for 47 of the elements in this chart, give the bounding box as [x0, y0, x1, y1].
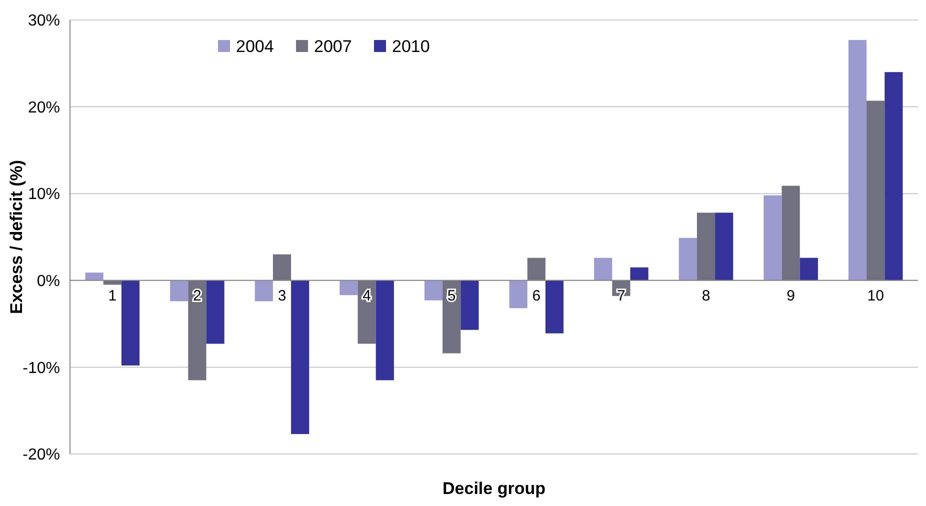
legend-label: 2004 — [236, 36, 274, 56]
x-tick-label: 4 — [362, 287, 371, 304]
y-tick-label: -20% — [22, 446, 60, 464]
bar — [254, 280, 273, 302]
x-tick-label: 3 — [278, 287, 286, 304]
x-tick-label: 6 — [532, 287, 541, 304]
x-tick-label: 1 — [108, 287, 117, 304]
bar — [545, 280, 564, 334]
y-tick-label: -10% — [22, 360, 60, 377]
bar — [340, 280, 358, 296]
x-tick-label: 8 — [702, 287, 710, 304]
x-tick-label: 2 — [193, 287, 202, 304]
bar — [594, 258, 612, 280]
bar — [170, 280, 188, 302]
bar — [188, 280, 206, 380]
bar — [866, 100, 885, 280]
x-axis-title: Decile group — [442, 479, 546, 498]
y-tick-label: 30% — [28, 12, 60, 30]
bar — [696, 212, 716, 280]
legend-label: 2007 — [314, 36, 352, 56]
bar — [764, 195, 782, 280]
y-tick-label: 20% — [28, 99, 60, 116]
x-tick-label: 9 — [786, 287, 795, 304]
bar — [376, 280, 394, 380]
x-tick-label: 7 — [617, 287, 626, 304]
bar — [121, 280, 140, 366]
bar — [527, 258, 546, 280]
x-tick-label: 10 — [867, 287, 884, 304]
x-tick-label: 5 — [447, 287, 456, 304]
bar — [272, 254, 292, 280]
bar — [206, 280, 224, 344]
bar — [800, 258, 818, 280]
bar — [630, 267, 648, 280]
bar — [884, 72, 903, 280]
bar — [424, 280, 443, 300]
bar — [848, 40, 867, 280]
y-tick-label: 0% — [36, 273, 60, 290]
bar — [460, 280, 479, 330]
bar — [678, 238, 697, 280]
y-tick-label: 10% — [28, 186, 60, 204]
bar — [715, 212, 734, 280]
bar — [782, 186, 800, 280]
y-axis-title: Excess / deficit (%) — [7, 160, 26, 314]
bar — [85, 272, 104, 280]
bar — [509, 280, 528, 308]
bar — [291, 280, 310, 434]
legend-label: 2010 — [392, 36, 430, 56]
